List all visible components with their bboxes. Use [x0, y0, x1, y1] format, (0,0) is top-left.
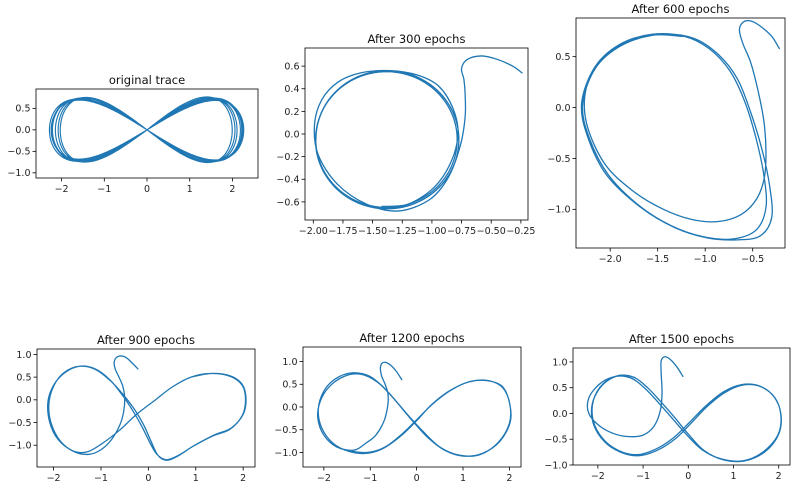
- y-tick-label: 0.2: [284, 107, 299, 118]
- y-tick-label: 0.5: [15, 104, 30, 115]
- subplot-3: −2.0 −1.5 −1.0 −0.5 −1.0 −0.5 0.0 0.5 After 600 …: [547, 2, 786, 265]
- axes-frame: [575, 17, 786, 249]
- y-tick-label: −0.5: [8, 418, 31, 429]
- x-tick-label: −1.00: [417, 226, 446, 237]
- y-tick-label: 0.0: [16, 395, 31, 406]
- y-tick-label: −1.0: [7, 168, 30, 179]
- y-tick-label: 0.5: [282, 380, 297, 391]
- series-line: [580, 20, 780, 241]
- y-tick-label: 0.0: [552, 409, 567, 420]
- y-tick-label: −0.4: [276, 175, 299, 186]
- x-tick-label: 2: [776, 471, 782, 482]
- axes-frame: [572, 347, 791, 466]
- x-tick-label: 2: [506, 473, 512, 484]
- series-line: [317, 361, 512, 457]
- y-tick-label: 0.0: [15, 125, 30, 136]
- x-tick-label: −2: [591, 471, 605, 482]
- x-tick-label: −1.50: [358, 226, 387, 237]
- subplot-title: original trace: [109, 73, 185, 87]
- y-tick-label: 0.0: [284, 129, 299, 140]
- y-tick-label: −1.0: [274, 448, 297, 459]
- x-tick-label: −0.50: [477, 226, 506, 237]
- y-tick-label: −0.5: [274, 425, 297, 436]
- x-tick-label: −0.5: [741, 254, 764, 265]
- y-tick-label: −1.0: [8, 441, 31, 452]
- subplot-title: After 1200 epochs: [359, 331, 464, 345]
- y-tick-label: 0.0: [282, 402, 297, 413]
- y-tick-label: −0.5: [7, 147, 30, 158]
- y-tick-label: 1.0: [552, 357, 567, 368]
- subplot-title: After 900 epochs: [97, 333, 195, 347]
- series-line: [48, 96, 245, 164]
- y-tick-label: −1.0: [547, 205, 570, 216]
- subplot-title: After 300 epochs: [368, 32, 466, 46]
- x-tick-label: −2.00: [299, 226, 328, 237]
- x-tick-label: −1: [363, 473, 377, 484]
- x-tick-label: −2: [55, 184, 69, 195]
- y-tick-label: −0.5: [544, 435, 567, 446]
- subplot-1: −2 −1 0 1 2 −1.0 −0.5 0.0 0.5 original trace: [7, 73, 259, 195]
- subplot-6: −2 −1 0 1 2 −1.0 −0.5 0.0 0.5 1.0 After 1500 epoch…: [544, 332, 791, 482]
- x-tick-label: −0.25: [506, 226, 535, 237]
- x-tick-label: −1.75: [328, 226, 357, 237]
- x-tick-label: −1: [94, 473, 108, 484]
- x-tick-label: 1: [460, 473, 466, 484]
- x-tick-label: −0.75: [447, 226, 476, 237]
- x-tick-label: 1: [193, 473, 199, 484]
- y-tick-label: −0.5: [547, 154, 570, 165]
- y-tick-label: 0.6: [284, 62, 299, 73]
- subplot-4: −2 −1 0 1 2 −1.0 −0.5 0.0 0.5 1.0 After 900 epochs: [8, 333, 256, 484]
- x-tick-label: 1: [187, 184, 193, 195]
- x-tick-label: 2: [229, 184, 235, 195]
- y-tick-label: −1.0: [544, 460, 567, 471]
- y-tick-label: 1.0: [16, 350, 31, 361]
- x-tick-label: −2: [317, 473, 331, 484]
- x-tick-label: 0: [144, 184, 150, 195]
- subplot-2: −2.00 −1.75 −1.50 −1.25 −1.00 −0.75 −0.50 −0.25…: [276, 32, 535, 237]
- x-tick-label: −1.25: [388, 226, 417, 237]
- y-tick-label: −0.6: [276, 197, 299, 208]
- x-tick-label: −2.0: [599, 254, 622, 265]
- y-tick-label: 0.5: [555, 52, 570, 63]
- y-tick-label: 0.0: [555, 103, 570, 114]
- subplot-title: After 600 epochs: [632, 2, 730, 16]
- axes-frame: [36, 348, 256, 468]
- x-tick-label: 0: [685, 471, 691, 482]
- axes-frame: [304, 47, 529, 221]
- series-line: [586, 356, 782, 463]
- x-tick-label: 1: [730, 471, 736, 482]
- x-tick-label: −1: [97, 184, 111, 195]
- x-tick-label: −1.0: [694, 254, 717, 265]
- x-tick-label: 0: [414, 473, 420, 484]
- axes-frame: [302, 346, 522, 468]
- series-line: [313, 55, 523, 212]
- x-tick-label: 0: [145, 473, 151, 484]
- y-tick-label: 0.5: [552, 383, 567, 394]
- x-tick-label: −1: [636, 471, 650, 482]
- y-tick-label: 0.4: [284, 84, 299, 95]
- series-line: [47, 355, 247, 461]
- x-tick-label: −2: [47, 473, 61, 484]
- x-tick-label: 2: [240, 473, 246, 484]
- subplot-5: −2 −1 0 1 2 −1.0 −0.5 0.0 0.5 1.0 After 1200 epoch…: [274, 331, 522, 484]
- subplot-title: After 1500 epochs: [629, 332, 734, 346]
- x-tick-label: −1.5: [646, 254, 669, 265]
- y-tick-label: 1.0: [282, 357, 297, 368]
- y-tick-label: 0.5: [16, 373, 31, 384]
- y-tick-label: −0.2: [276, 152, 299, 163]
